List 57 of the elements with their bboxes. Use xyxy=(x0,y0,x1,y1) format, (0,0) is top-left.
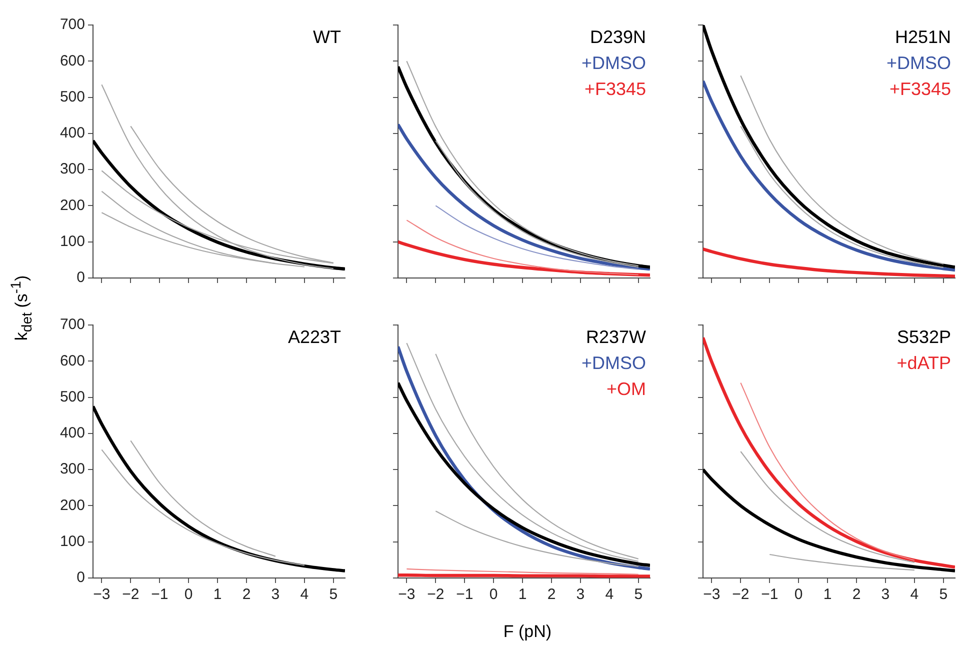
x-tick-label: −1 xyxy=(761,586,778,604)
x-tick-label: 4 xyxy=(910,586,919,604)
chart-title: H251N xyxy=(894,26,951,47)
y-tick-label: 0 xyxy=(76,569,85,586)
y-tick-label: 600 xyxy=(60,52,85,70)
y-tick-label: 100 xyxy=(60,233,85,250)
x-tick-label: 5 xyxy=(634,586,643,604)
chart-title: S532P xyxy=(896,326,951,347)
y-tick-label: 700 xyxy=(60,16,85,34)
chart-title: WT xyxy=(313,26,342,47)
chart-title: D239N xyxy=(590,26,646,47)
y-tick-label: 600 xyxy=(60,352,85,370)
x-axis-title: F (pN) xyxy=(503,622,552,642)
text: +F3345 xyxy=(889,78,951,99)
text: +DMSO xyxy=(886,52,951,73)
y-tick-label: 500 xyxy=(60,388,85,406)
text: +DMSO xyxy=(581,352,646,373)
x-tick-label: 3 xyxy=(271,586,280,604)
text: +OM xyxy=(606,378,646,399)
x-tick-label: 4 xyxy=(605,586,614,604)
x-tick-label: 1 xyxy=(213,586,222,604)
y-tick-label: 100 xyxy=(60,533,85,550)
x-tick-label: −3 xyxy=(398,586,416,604)
text: +DMSO xyxy=(581,52,646,73)
y-tick-label: 400 xyxy=(60,124,85,142)
x-tick-label: 1 xyxy=(823,586,832,604)
x-tick-label: 4 xyxy=(300,586,309,604)
x-tick-label: −1 xyxy=(151,586,168,604)
chart-title: R237W xyxy=(586,326,646,347)
y-tick-label: 200 xyxy=(60,196,85,214)
y-tick-label: 500 xyxy=(60,88,85,106)
y-tick-label: 400 xyxy=(60,424,85,442)
x-tick-label: 2 xyxy=(242,586,251,604)
y-tick-label: 300 xyxy=(60,460,85,478)
x-tick-label: −2 xyxy=(122,586,140,604)
y-tick-label: 300 xyxy=(60,160,85,178)
x-tick-label: 3 xyxy=(881,586,890,604)
x-tick-label: 2 xyxy=(852,586,861,604)
x-tick-label: 5 xyxy=(329,586,338,604)
x-tick-label: −2 xyxy=(427,586,444,604)
text: +dATP xyxy=(896,352,951,373)
y-tick-label: 200 xyxy=(60,496,85,514)
x-tick-label: 5 xyxy=(939,586,948,604)
y-tick-label: 0 xyxy=(76,269,85,286)
x-tick-label: 3 xyxy=(576,586,585,604)
x-tick-label: −3 xyxy=(703,586,720,604)
x-tick-label: −2 xyxy=(732,586,750,604)
chart-title: A223T xyxy=(288,326,341,347)
x-tick-label: 1 xyxy=(518,586,527,604)
x-tick-label: 0 xyxy=(184,586,193,604)
text: +F3345 xyxy=(584,78,646,99)
x-tick-label: −3 xyxy=(93,586,110,604)
y-tick-label: 700 xyxy=(60,316,85,334)
x-tick-label: 2 xyxy=(547,586,556,604)
x-tick-label: −1 xyxy=(456,586,474,604)
x-tick-label: 0 xyxy=(794,586,803,604)
x-tick-label: 0 xyxy=(489,586,498,604)
